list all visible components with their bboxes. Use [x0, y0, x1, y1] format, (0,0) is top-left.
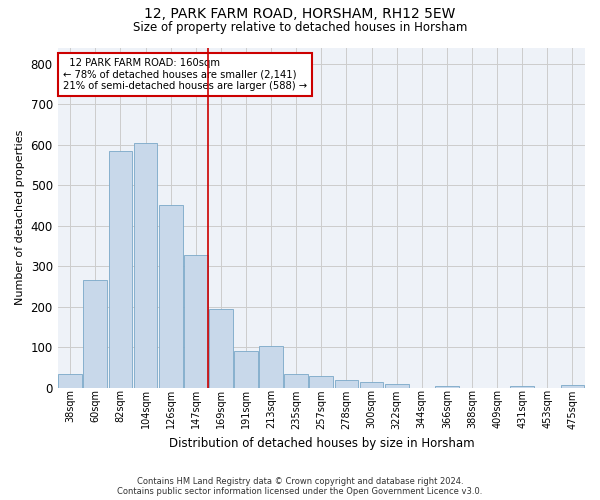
Bar	[284, 374, 308, 388]
Bar	[83, 280, 107, 388]
Bar	[184, 255, 208, 388]
Text: Contains HM Land Registry data © Crown copyright and database right 2024.
Contai: Contains HM Land Registry data © Crown c…	[118, 476, 482, 496]
Bar	[134, 142, 157, 388]
Bar	[109, 151, 133, 388]
Text: 12 PARK FARM ROAD: 160sqm
← 78% of detached houses are smaller (2,141)
21% of se: 12 PARK FARM ROAD: 160sqm ← 78% of detac…	[63, 58, 307, 91]
Bar	[359, 382, 383, 388]
Y-axis label: Number of detached properties: Number of detached properties	[15, 130, 25, 306]
Bar	[259, 346, 283, 388]
X-axis label: Distribution of detached houses by size in Horsham: Distribution of detached houses by size …	[169, 437, 474, 450]
Bar	[385, 384, 409, 388]
Bar	[435, 386, 459, 388]
Text: Size of property relative to detached houses in Horsham: Size of property relative to detached ho…	[133, 21, 467, 34]
Text: 12, PARK FARM ROAD, HORSHAM, RH12 5EW: 12, PARK FARM ROAD, HORSHAM, RH12 5EW	[145, 8, 455, 22]
Bar	[310, 376, 333, 388]
Bar	[58, 374, 82, 388]
Bar	[234, 352, 258, 388]
Bar	[335, 380, 358, 388]
Bar	[560, 384, 584, 388]
Bar	[159, 206, 182, 388]
Bar	[209, 309, 233, 388]
Bar	[510, 386, 534, 388]
